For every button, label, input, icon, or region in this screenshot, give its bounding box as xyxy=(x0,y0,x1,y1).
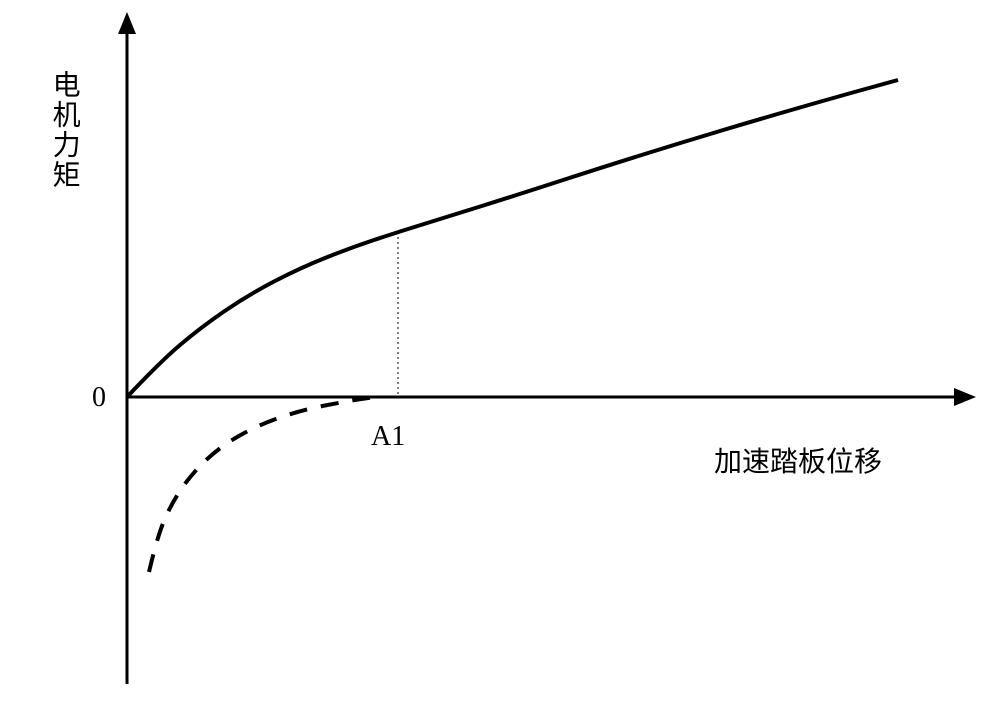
x-axis-label-text: 加速踏板位移 xyxy=(714,447,882,478)
y-axis-label: 电机力矩 xyxy=(47,70,81,190)
torque-pedal-chart: 电机力矩 0 A1 加速踏板位移 xyxy=(0,0,1000,701)
dashed-curve xyxy=(149,397,375,572)
chart-svg xyxy=(0,0,1000,701)
solid-curve xyxy=(127,80,898,397)
y-axis-arrow xyxy=(118,12,136,34)
y-axis-label-text: 电机力矩 xyxy=(49,70,80,190)
a1-tick-label: A1 xyxy=(371,421,405,453)
a1-label-text: A1 xyxy=(371,421,405,452)
x-axis-arrow xyxy=(954,388,976,406)
x-axis-label: 加速踏板位移 xyxy=(714,440,882,480)
zero-label-text: 0 xyxy=(92,382,106,413)
zero-label: 0 xyxy=(92,382,106,414)
